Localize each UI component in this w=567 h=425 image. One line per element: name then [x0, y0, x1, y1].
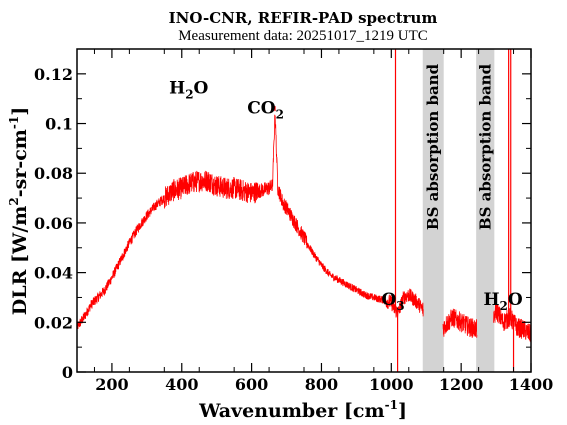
- y-tick-label-3: 0.04: [34, 264, 73, 283]
- chart-title: INO-CNR, REFIR-PAD spectrum: [169, 9, 438, 27]
- absorption-band-1: [422, 49, 444, 372]
- y-tick-label-2: 0.02: [34, 313, 73, 332]
- x-tick-label-2: 400: [165, 375, 198, 394]
- y-axis-ticks: 0 0.02 0.04 0.06 0.08 0.1 0.12: [34, 65, 531, 382]
- annotation-1: H2O: [169, 79, 208, 102]
- chart-subtitle: Measurement data: 20251017_1219 UTC: [178, 28, 428, 44]
- x-tick-label-6: 1200: [439, 375, 484, 394]
- y-tick-label-5: 0.08: [34, 164, 73, 183]
- annotation-4: H2O: [483, 290, 522, 313]
- x-tick-label-1: 200: [95, 375, 128, 394]
- y-axis-label: DLR [W/m2-sr-cm-1]: [7, 107, 31, 315]
- x-tick-label-7: 1400: [509, 375, 554, 394]
- absorption-bands: BS absorption band BS absorption band: [422, 49, 495, 372]
- absorption-band-label-2: BS absorption band: [476, 63, 494, 230]
- spectrum-series: [76, 49, 532, 372]
- y-tick-label-6: 0.1: [45, 115, 73, 134]
- y-tick-label-4: 0.06: [34, 214, 73, 233]
- x-tick-label-5: 1000: [369, 375, 414, 394]
- y-tick-label-7: 0.12: [34, 65, 73, 84]
- x-axis-label: Wavenumber [cm-1]: [198, 398, 407, 422]
- x-tick-label-4: 800: [305, 375, 338, 394]
- annotation-3: O3: [381, 290, 404, 313]
- y-tick-label-1: 0: [62, 363, 73, 382]
- x-axis-ticks: 200 400 600 800 1000 1200 1400: [93, 49, 554, 394]
- absorption-band-2: [476, 49, 495, 372]
- x-tick-label-3: 600: [235, 375, 268, 394]
- molecule-annotations: H2O CO2 O3 H2O: [169, 79, 523, 313]
- spectrum-line: [76, 114, 532, 343]
- absorption-band-label-1: BS absorption band: [424, 63, 442, 230]
- annotation-2: CO2: [247, 99, 284, 122]
